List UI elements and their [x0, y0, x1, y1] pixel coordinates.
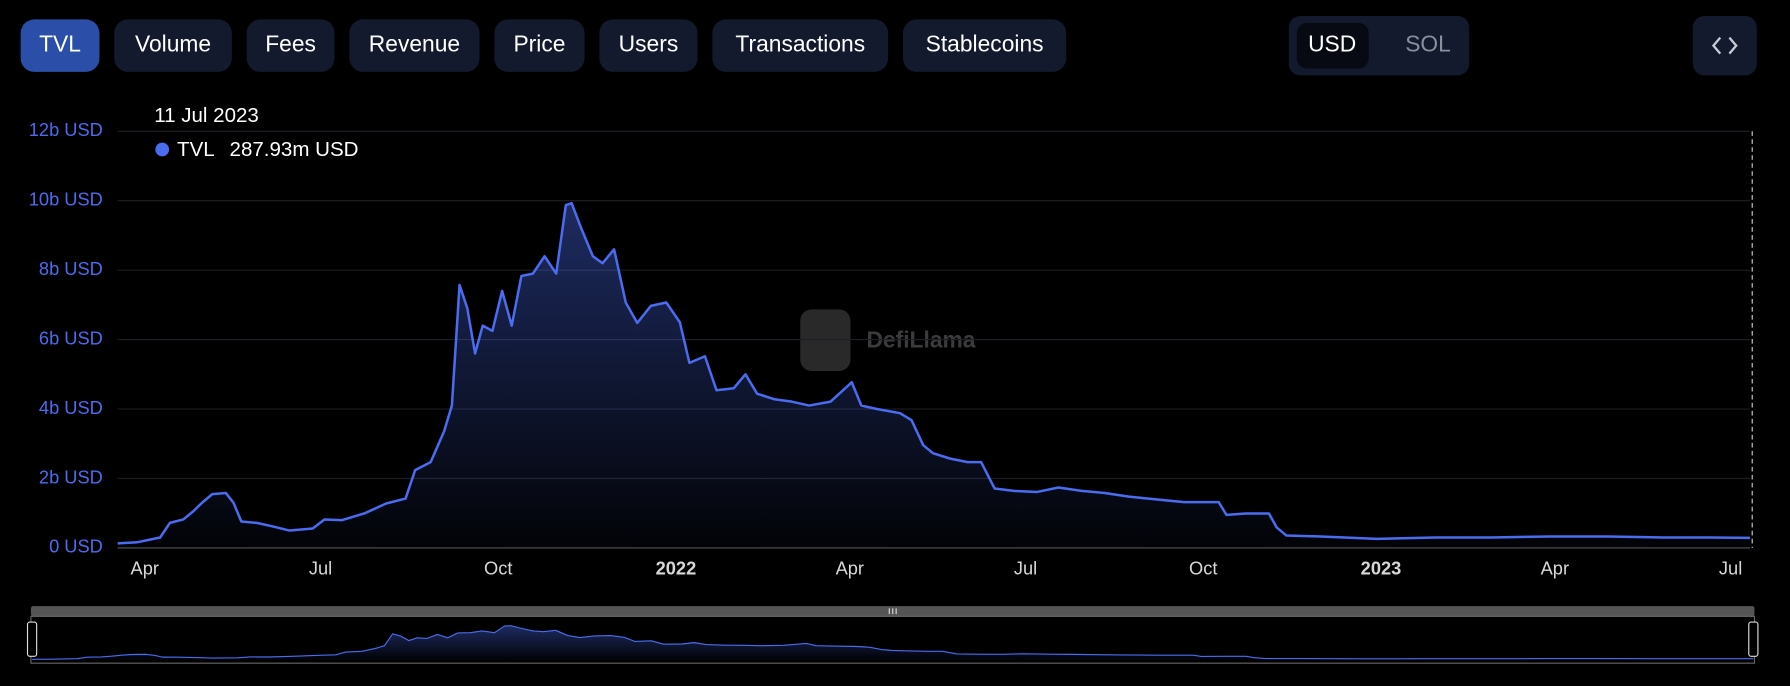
tab[interactable] — [349, 19, 480, 72]
tvl-line — [117, 201, 1750, 545]
tab-label: Users — [619, 31, 679, 57]
currency-option[interactable]: SOL — [1405, 31, 1451, 57]
y-tick-label: 10b USD — [29, 189, 103, 210]
x-tick-label: Jul — [1014, 557, 1037, 578]
tab-label: Transactions — [735, 31, 865, 57]
tab[interactable] — [712, 19, 889, 72]
x-tick-label: Apr — [1541, 557, 1569, 578]
tooltip-date: 11 Jul 2023 — [154, 104, 259, 127]
tab-label: Price — [513, 31, 565, 57]
brush-handle[interactable] — [1748, 621, 1759, 657]
tab-label: Volume — [135, 31, 211, 57]
overview-area — [32, 625, 1754, 660]
y-tick-label: 2b USD — [39, 466, 103, 487]
currency-selected — [1296, 22, 1369, 69]
y-tick-label: 12b USD — [29, 119, 103, 140]
tooltip-series: TVL — [177, 138, 215, 161]
y-tick-label: 8b USD — [39, 258, 103, 279]
tab[interactable] — [902, 19, 1067, 72]
tab-label: Revenue — [369, 31, 460, 57]
x-tick-label: 2022 — [656, 557, 697, 578]
x-tick-label: Oct — [1189, 557, 1217, 578]
x-tick-label: Oct — [484, 557, 512, 578]
brush-handle[interactable] — [26, 621, 38, 657]
x-tick-label: 2023 — [1361, 557, 1402, 578]
embed-button[interactable] — [1692, 15, 1757, 76]
overview-line — [32, 625, 1754, 660]
x-tick-label: Jul — [309, 557, 332, 578]
metric-tabs: TVL Volume Fees Revenue Price Users Transactio… — [20, 19, 1067, 72]
tab[interactable] — [246, 19, 335, 72]
x-tick-label: Apr — [836, 557, 864, 578]
currency-option[interactable]: USD — [1308, 31, 1356, 57]
embed-icon — [1711, 36, 1738, 55]
tab-label: TVL — [39, 31, 81, 57]
tab[interactable] — [494, 19, 585, 72]
x-tick-label: Jul — [1719, 557, 1742, 578]
y-tick-label: 0 USD — [49, 536, 103, 557]
x-tick-label: Apr — [131, 557, 159, 578]
tvl-area — [117, 203, 1750, 548]
tab[interactable] — [114, 19, 232, 72]
tab[interactable] — [599, 19, 698, 72]
plot: 0 USD 2b USD 4b USD 6b USD 8b USD 10b USD 12b … — [29, 119, 1750, 578]
overview — [32, 625, 1754, 660]
tab-label: Stablecoins — [926, 31, 1044, 57]
tab-label: Fees — [265, 31, 316, 57]
tab[interactable] — [20, 19, 100, 72]
tooltip-marker — [155, 142, 170, 157]
y-tick-label: 6b USD — [39, 327, 103, 348]
y-tick-label: 4b USD — [39, 397, 103, 418]
tooltip-value: 287.93m USD — [230, 138, 359, 161]
brush-grip — [888, 608, 897, 615]
